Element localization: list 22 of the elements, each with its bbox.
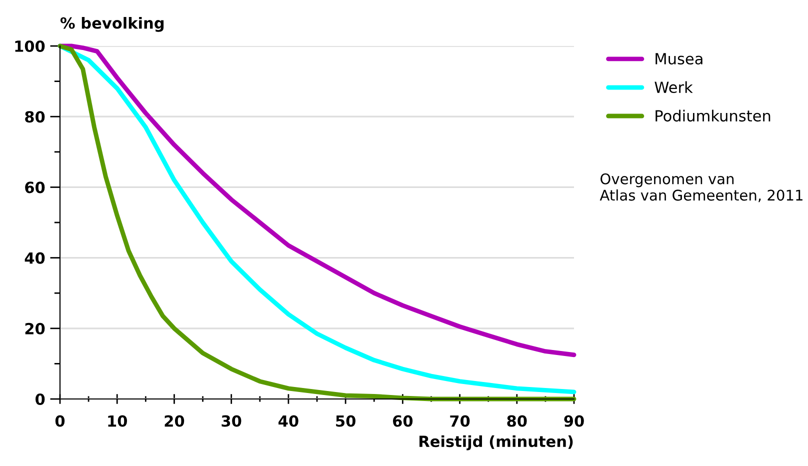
x-tick-label: 50 [336, 415, 356, 427]
x-tick-label: 90 [564, 415, 584, 427]
y-axis-title: % bevolking [60, 16, 164, 32]
y-tick-label: 100 [15, 40, 45, 52]
y-tick-label: 0 [36, 393, 45, 406]
x-tick-label: 60 [392, 415, 413, 427]
x-tick-label: 30 [222, 415, 242, 427]
y-tick-label: 40 [24, 252, 45, 264]
y-tick-label: 60 [25, 182, 45, 194]
legend-label: Musea [656, 53, 702, 65]
x-tick-label: 0 [55, 415, 65, 427]
x-tick-label: 40 [278, 415, 298, 427]
x-axis-title: Reistijd (minuten) [420, 435, 573, 450]
x-tick-label: 80 [507, 415, 527, 427]
text: Overgenomen van Atlas van Gemeenten, 2011 [600, 173, 802, 202]
legend-label: Werk [654, 81, 693, 94]
y-tick-label: 80 [25, 111, 45, 123]
y-tick-label: 20 [25, 322, 45, 334]
x-tick-label: 20 [164, 415, 184, 427]
x-tick-label: 10 [108, 415, 128, 427]
legend-label: Podiumkunsten [656, 110, 770, 122]
x-tick-label: 70 [450, 415, 470, 427]
